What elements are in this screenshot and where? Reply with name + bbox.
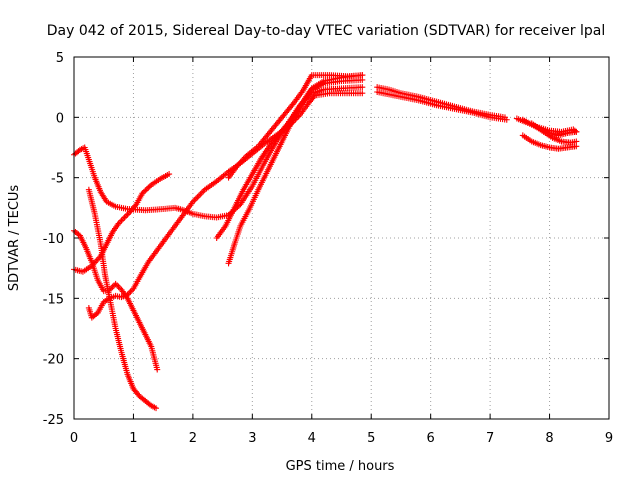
x-tick-labels: 0 1 2 3 4 5 6 7 8 9	[70, 431, 613, 446]
data-point	[153, 405, 160, 412]
data-point	[503, 116, 510, 123]
y-tick-label: 5	[56, 51, 64, 66]
data-point	[310, 94, 317, 101]
x-tick-label: 5	[367, 431, 375, 446]
plot-frame	[73, 56, 610, 420]
series-arc-6	[213, 76, 366, 241]
x-tick-label: 9	[605, 431, 613, 446]
series-line	[216, 79, 363, 239]
series-arc-1	[71, 84, 366, 221]
y-tick-label: 0	[56, 111, 64, 126]
series-arc-14	[513, 115, 580, 135]
data-point	[359, 84, 366, 91]
x-tick-label: 3	[248, 431, 256, 446]
chart-title: Day 042 of 2015, Sidereal Day-to-day VTE…	[47, 23, 605, 39]
y-tick-label: -15	[43, 292, 64, 307]
series-line	[73, 86, 363, 219]
data-point	[166, 171, 173, 178]
x-axis-title: GPS time / hours	[286, 459, 395, 474]
data-point	[573, 138, 580, 145]
x-tick-label: 2	[189, 431, 197, 446]
data-point	[359, 72, 366, 79]
data-series	[71, 72, 580, 412]
x-tick-label: 0	[70, 431, 78, 446]
y-tick-label: -10	[43, 232, 64, 247]
x-tick-label: 4	[308, 431, 316, 446]
x-tick-label: 6	[427, 431, 435, 446]
grid	[74, 57, 609, 419]
x-tick-label: 1	[129, 431, 137, 446]
series-arc-12	[519, 132, 580, 152]
series-arc-5	[85, 90, 366, 321]
y-tick-label: -20	[43, 353, 64, 368]
data-point	[359, 90, 366, 97]
data-point	[573, 128, 580, 135]
series-arc-2	[71, 171, 173, 275]
x-tick-label: 7	[486, 431, 494, 446]
series-arc-3	[71, 227, 161, 373]
y-axis-title: SDTVAR / TECUs	[7, 185, 22, 292]
data-point	[154, 366, 161, 373]
data-point	[135, 391, 142, 398]
series-line	[88, 92, 363, 319]
series-arc-10	[374, 88, 510, 123]
y-tick-label: -25	[43, 413, 64, 428]
series-arc-4	[85, 186, 160, 412]
series-arc-8	[225, 72, 366, 181]
x-tick-label: 8	[545, 431, 553, 446]
data-point	[132, 202, 139, 209]
y-tick-labels: -25 -20 -15 -10 -5 0 5	[43, 51, 64, 428]
y-tick-label: -5	[51, 172, 64, 187]
